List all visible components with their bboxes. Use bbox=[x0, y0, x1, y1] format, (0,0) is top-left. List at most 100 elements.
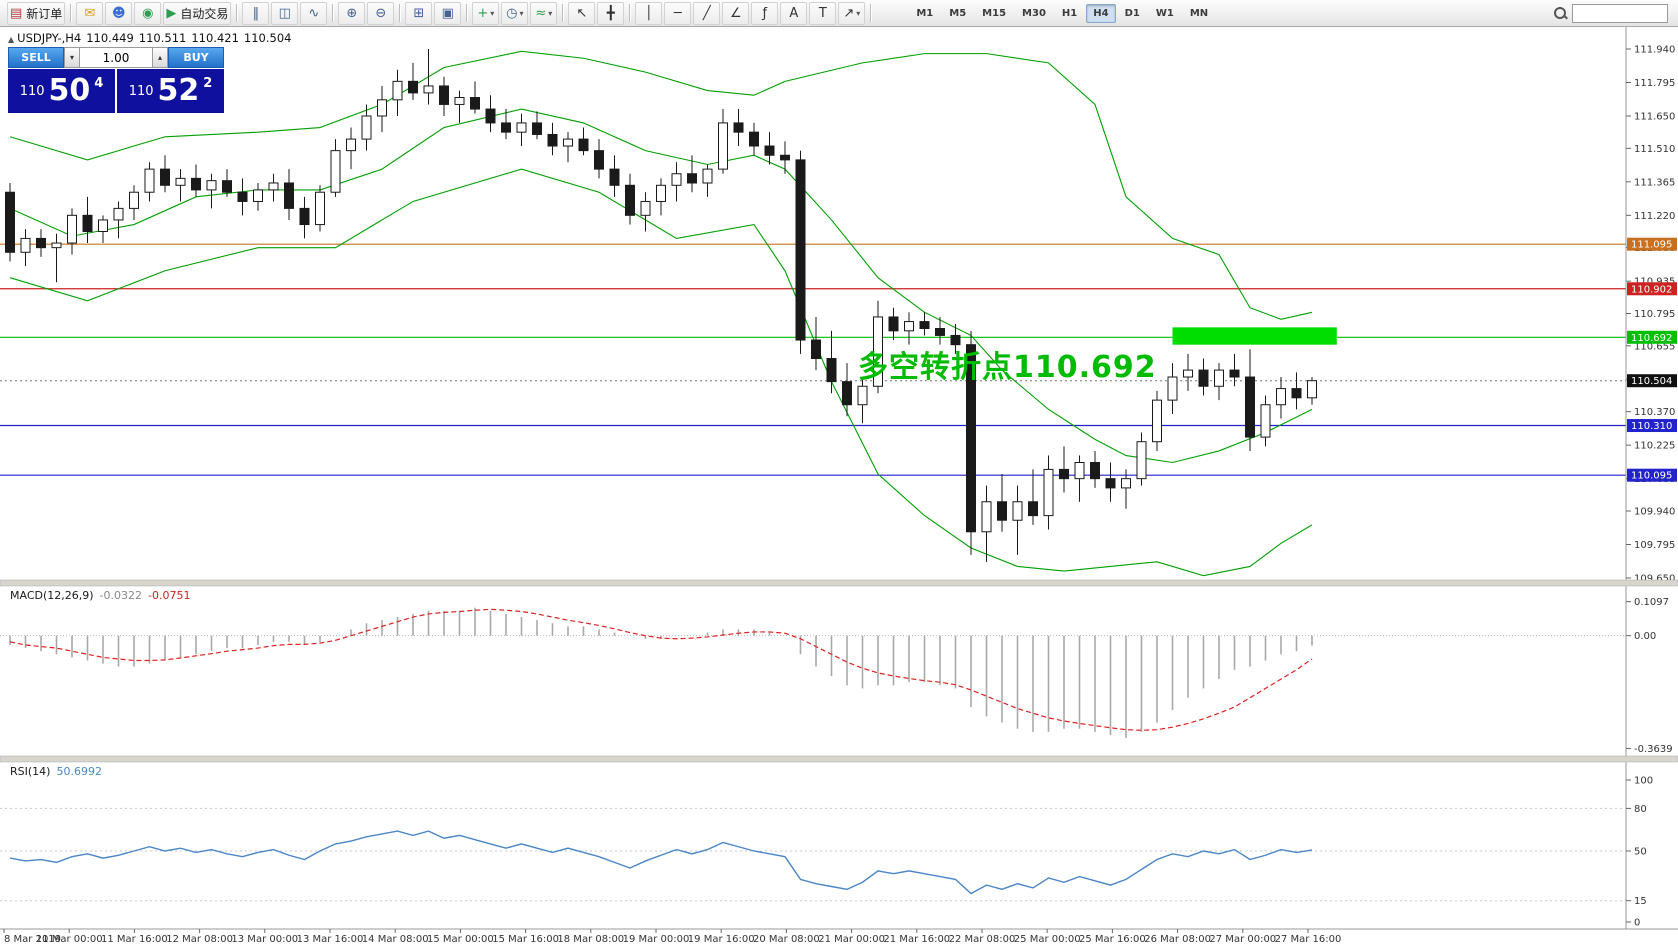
panel-splitter[interactable] bbox=[0, 755, 1678, 763]
sell-button[interactable]: SELL bbox=[8, 47, 64, 68]
timeframe-h1-button[interactable]: H1 bbox=[1061, 7, 1078, 19]
fibonacci-button[interactable]: ƒ bbox=[751, 1, 779, 25]
zoom-in-icon: ⊕ bbox=[346, 5, 358, 21]
one-click-trading-panel: SELL ▾ ▴ BUY 110 50 4 110 52 2 bbox=[8, 47, 224, 113]
time-tick-label: 8 Mar 2019 bbox=[4, 934, 61, 945]
price-tick-label: 109.795 bbox=[1634, 540, 1675, 551]
ohlc-low: 110.421 bbox=[191, 31, 239, 45]
bollinger-upper-band bbox=[9, 50, 1313, 320]
macd-header: MACD(12,26,9) -0.0322 -0.0751 bbox=[10, 589, 196, 602]
candle-body bbox=[826, 358, 837, 383]
bid-price[interactable]: 110 50 4 bbox=[8, 69, 115, 113]
auto-arrange-button[interactable]: ▣ bbox=[434, 1, 462, 25]
toolbar-separator bbox=[562, 4, 564, 22]
text-label-button[interactable]: T bbox=[809, 1, 837, 25]
candle-body bbox=[408, 80, 418, 94]
collapse-icon[interactable]: ▲ bbox=[8, 35, 15, 44]
candle-body bbox=[1260, 404, 1271, 438]
buy-button[interactable]: BUY bbox=[168, 47, 224, 68]
equidistant-channel-icon: ∠ bbox=[730, 5, 742, 21]
ask-price[interactable]: 110 52 2 bbox=[117, 69, 224, 113]
timeframe-m1-button[interactable]: M1 bbox=[916, 7, 934, 19]
crosshair-button[interactable]: ╋ bbox=[597, 1, 625, 25]
candle-body bbox=[175, 177, 186, 186]
time-tick-label: 11 Mar 16:00 bbox=[101, 934, 168, 945]
candle-body bbox=[609, 168, 620, 186]
cursor-button[interactable]: ↖ bbox=[568, 1, 596, 25]
rsi-tick-label: 80 bbox=[1634, 804, 1647, 815]
candle-body bbox=[842, 381, 852, 406]
crosshair-icon: ╋ bbox=[606, 5, 615, 21]
timeframe-m15-button[interactable]: M15 bbox=[982, 7, 1007, 19]
candle-body bbox=[51, 242, 62, 249]
equidistant-channel-button[interactable]: ∠ bbox=[722, 1, 750, 25]
price-badge-label: 110.504 bbox=[1631, 376, 1672, 387]
autotrade-button[interactable]: ▶ 自动交易 bbox=[163, 1, 232, 25]
bid-main: 50 bbox=[48, 73, 91, 108]
candle-body bbox=[563, 138, 573, 147]
vertical-line-button[interactable]: │ bbox=[635, 1, 663, 25]
new-chart-button[interactable]: + ▾ bbox=[472, 1, 500, 25]
dropdown-caret-icon: ▾ bbox=[856, 8, 861, 18]
candle-body bbox=[935, 328, 945, 336]
candle-body bbox=[1198, 369, 1209, 387]
periodicity-button[interactable]: ◷ ▾ bbox=[501, 1, 529, 25]
highlight-zone[interactable] bbox=[1172, 327, 1337, 345]
timeframe-mn-button[interactable]: MN bbox=[1189, 7, 1209, 19]
timeframe-m30-button[interactable]: M30 bbox=[1022, 7, 1046, 19]
price-tick-label: 111.365 bbox=[1634, 177, 1675, 188]
timeframe-h4-button[interactable]: H4 bbox=[1086, 3, 1116, 23]
candle-body bbox=[1136, 441, 1147, 480]
line-chart-button[interactable]: ∿ bbox=[300, 1, 328, 25]
lot-decrease-button[interactable]: ▾ bbox=[64, 47, 80, 68]
candle-body bbox=[129, 191, 139, 209]
price-badge-label: 110.095 bbox=[1631, 471, 1672, 482]
indicators-button[interactable]: ≈ ▾ bbox=[530, 1, 558, 25]
candle-body bbox=[160, 168, 170, 186]
price-badge-label: 111.095 bbox=[1631, 240, 1672, 251]
zoom-out-button[interactable]: ⊖ bbox=[367, 1, 395, 25]
new-order-button[interactable]: ▤ 新订单 bbox=[7, 1, 66, 25]
panel-splitter[interactable] bbox=[0, 579, 1678, 587]
tile-windows-button[interactable]: ⊞ bbox=[405, 1, 433, 25]
trendline-button[interactable]: ╱ bbox=[693, 1, 721, 25]
candle-body bbox=[997, 501, 1007, 521]
candlestick-chart-button[interactable]: ◫ bbox=[271, 1, 299, 25]
candle-body bbox=[625, 184, 635, 216]
price-tick-label: 110.935 bbox=[1634, 277, 1675, 288]
candle-body bbox=[222, 180, 232, 193]
horizontal-line-icon: ─ bbox=[673, 5, 682, 21]
bid-prefix: 110 bbox=[19, 83, 45, 99]
timeframe-m5-button[interactable]: M5 bbox=[949, 7, 967, 19]
autotrade-label: 自动交易 bbox=[180, 6, 229, 21]
arrows-button[interactable]: ↗ ▾ bbox=[838, 1, 866, 25]
candle-body bbox=[687, 173, 697, 184]
bar-chart-icon: ‖ bbox=[252, 5, 260, 21]
symbol-search-input[interactable] bbox=[1572, 3, 1668, 23]
timeframe-w1-button[interactable]: W1 bbox=[1155, 7, 1174, 19]
macd-label: MACD(12,26,9) bbox=[10, 589, 94, 602]
timeframe-d1-button[interactable]: D1 bbox=[1124, 7, 1140, 19]
community-button[interactable]: ◉ bbox=[134, 1, 162, 25]
ask-sup: 2 bbox=[203, 75, 213, 91]
time-tick-label: 21 Mar 00:00 bbox=[818, 934, 885, 945]
bar-chart-button[interactable]: ‖ bbox=[242, 1, 270, 25]
user-profile-button[interactable]: ☻ bbox=[105, 1, 133, 25]
zoom-out-icon: ⊖ bbox=[375, 5, 387, 21]
new-chart-icon: + bbox=[477, 5, 489, 21]
lot-size-input[interactable] bbox=[80, 47, 152, 68]
mql-market-button[interactable]: ✉ bbox=[76, 1, 104, 25]
horizontal-line-button[interactable]: ─ bbox=[664, 1, 692, 25]
price-tick-label: 110.795 bbox=[1634, 309, 1675, 320]
community-icon: ◉ bbox=[142, 5, 154, 21]
candle-body bbox=[904, 321, 914, 332]
candle-body bbox=[1276, 388, 1286, 406]
candle-body bbox=[966, 344, 976, 533]
lot-increase-button[interactable]: ▴ bbox=[152, 47, 168, 68]
price-badge bbox=[1627, 330, 1677, 344]
text-button[interactable]: A bbox=[780, 1, 808, 25]
zoom-in-button[interactable]: ⊕ bbox=[338, 1, 366, 25]
ask-main: 52 bbox=[157, 73, 200, 108]
rsi-label: RSI(14) bbox=[10, 765, 51, 778]
